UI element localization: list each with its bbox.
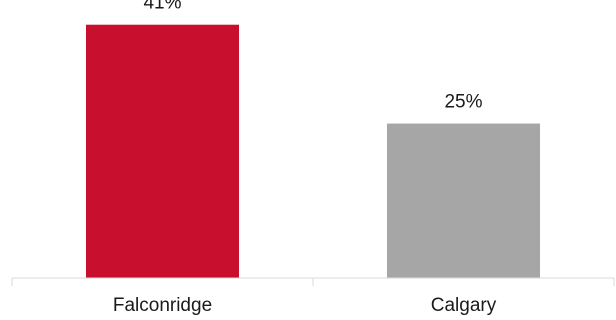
value-labels-group: 41% 25% xyxy=(143,0,482,113)
bar-falconridge xyxy=(86,24,239,279)
x-tick-labels-group: Falconridge Calgary xyxy=(113,295,497,316)
bars-group xyxy=(86,24,540,279)
x-tick-label-falconridge: Falconridge xyxy=(113,295,212,316)
data-label-falconridge: 41% xyxy=(143,0,181,14)
x-axis xyxy=(11,277,615,286)
bar-calgary xyxy=(387,123,540,278)
x-tick-label-calgary: Calgary xyxy=(431,295,497,316)
data-label-calgary: 25% xyxy=(444,92,482,113)
